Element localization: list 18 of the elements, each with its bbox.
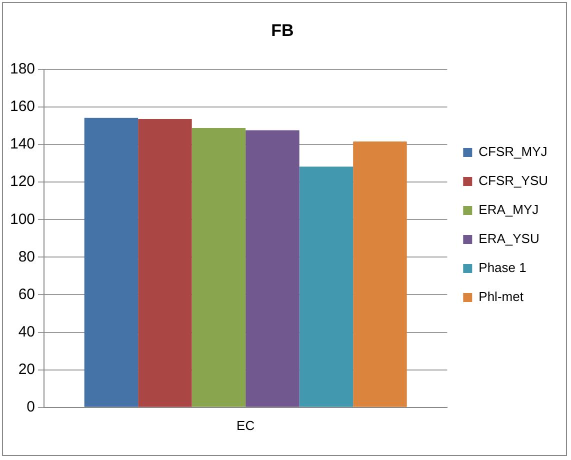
y-tick-label: 80 (18, 248, 36, 266)
y-tick-label: 0 (26, 398, 36, 416)
y-tick-label: 20 (18, 360, 36, 378)
legend-label: ERA_YSU (478, 231, 540, 246)
y-tick-label: 180 (10, 60, 36, 78)
legend-label: CFSR_MYJ (478, 144, 548, 160)
legend-label: Phase 1 (478, 260, 526, 276)
y-tick-label: 120 (10, 173, 36, 190)
y-tick-label: 100 (10, 210, 36, 228)
y-tick-label: 60 (18, 286, 36, 303)
legend-label: CFSR_YSU (478, 173, 548, 188)
x-tick-label: EC (236, 418, 255, 433)
legend-label: ERA_MYJ (478, 202, 539, 218)
y-tick-label: 160 (10, 98, 36, 116)
y-tick-label: 40 (18, 323, 36, 340)
chart-title: FB (271, 20, 294, 40)
legend-label: Phl-met (478, 289, 524, 304)
y-tick-label: 140 (10, 136, 36, 153)
